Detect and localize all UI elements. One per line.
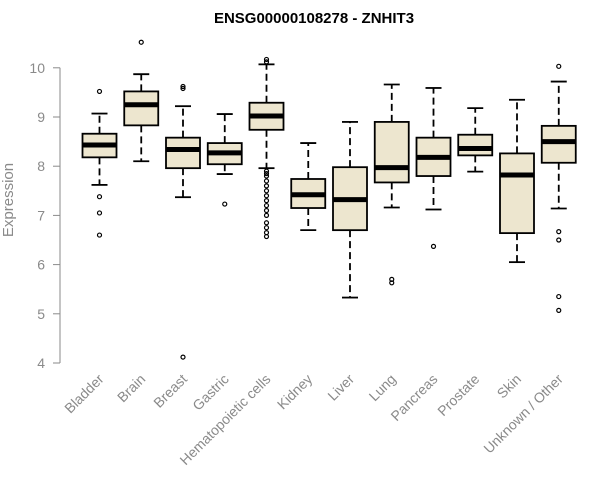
y-tick-label: 6 [37, 257, 45, 273]
x-category-label: Unknown / Other [480, 371, 566, 457]
outlier-point [556, 293, 562, 300]
outlier-point [263, 220, 270, 226]
x-category-label: Prostate [434, 371, 482, 419]
x-category-label: Liver [324, 371, 357, 404]
chart-title: ENSG00000108278 - ZNHIT3 [214, 10, 414, 27]
box-brain [123, 39, 160, 163]
box-lung [373, 83, 410, 286]
outlier-point [180, 354, 186, 360]
x-category-label: Brain [114, 371, 148, 405]
boxes [81, 39, 577, 360]
outlier-point [96, 232, 103, 238]
outlier-point [96, 210, 103, 216]
outlier-point [263, 202, 270, 209]
outlier-point [222, 201, 228, 207]
box-hematopoietic-cells [248, 56, 285, 240]
box-iqr [373, 121, 410, 184]
y-tick-label: 7 [37, 207, 45, 223]
x-category-label: Lung [366, 371, 399, 404]
y-tick-label: 10 [29, 60, 45, 76]
y-tick-label: 9 [37, 109, 45, 125]
box-iqr [123, 90, 160, 127]
box-iqr [165, 136, 201, 170]
outlier-point [263, 178, 270, 184]
outlier-point [96, 194, 103, 200]
outlier-point [263, 198, 270, 204]
box-kidney [290, 142, 327, 232]
outlier-point [556, 229, 562, 235]
outlier-point [263, 183, 270, 189]
box-prostate [457, 107, 494, 173]
y-tick-label: 5 [37, 306, 45, 322]
outlier-point [263, 212, 270, 218]
outlier-point [263, 168, 270, 174]
outlier-point [556, 307, 562, 313]
x-category-label: Kidney [274, 371, 316, 413]
x-category-label: Breast [150, 371, 190, 411]
outlier-point [389, 280, 395, 286]
y-tick-label: 8 [37, 158, 45, 174]
outlier-point [138, 39, 144, 45]
x-category-label: Bladder [61, 371, 107, 417]
outlier-point [263, 188, 270, 194]
y-axis: 4 5 6 7 8 9 10 [29, 60, 61, 371]
box-breast [165, 83, 201, 360]
outlier-point [263, 59, 270, 65]
box-skin [499, 98, 535, 264]
outlier-point [556, 63, 562, 69]
box-pancreas [415, 87, 452, 249]
outlier-point [263, 170, 270, 177]
box-bladder [81, 88, 118, 238]
outlier-point [263, 225, 270, 231]
outlier-point [430, 243, 437, 249]
box-liver [332, 121, 368, 299]
outlier-point [263, 233, 270, 240]
box-unknown-other [540, 63, 577, 313]
outlier-point [263, 56, 270, 63]
box-iqr [540, 124, 577, 164]
box-iqr [499, 152, 535, 235]
box-iqr [457, 133, 494, 157]
outlier-point [180, 83, 186, 90]
outlier-point [180, 85, 186, 92]
x-category-label: Skin [494, 371, 525, 402]
outlier-point [263, 193, 270, 199]
outlier-point [263, 173, 270, 179]
box-gastric [206, 113, 243, 207]
y-tick-label: 4 [37, 355, 45, 371]
y-axis-label: Expression [0, 163, 17, 237]
outlier-point [96, 88, 103, 95]
outlier-point [556, 237, 562, 243]
outlier-point [263, 207, 270, 214]
